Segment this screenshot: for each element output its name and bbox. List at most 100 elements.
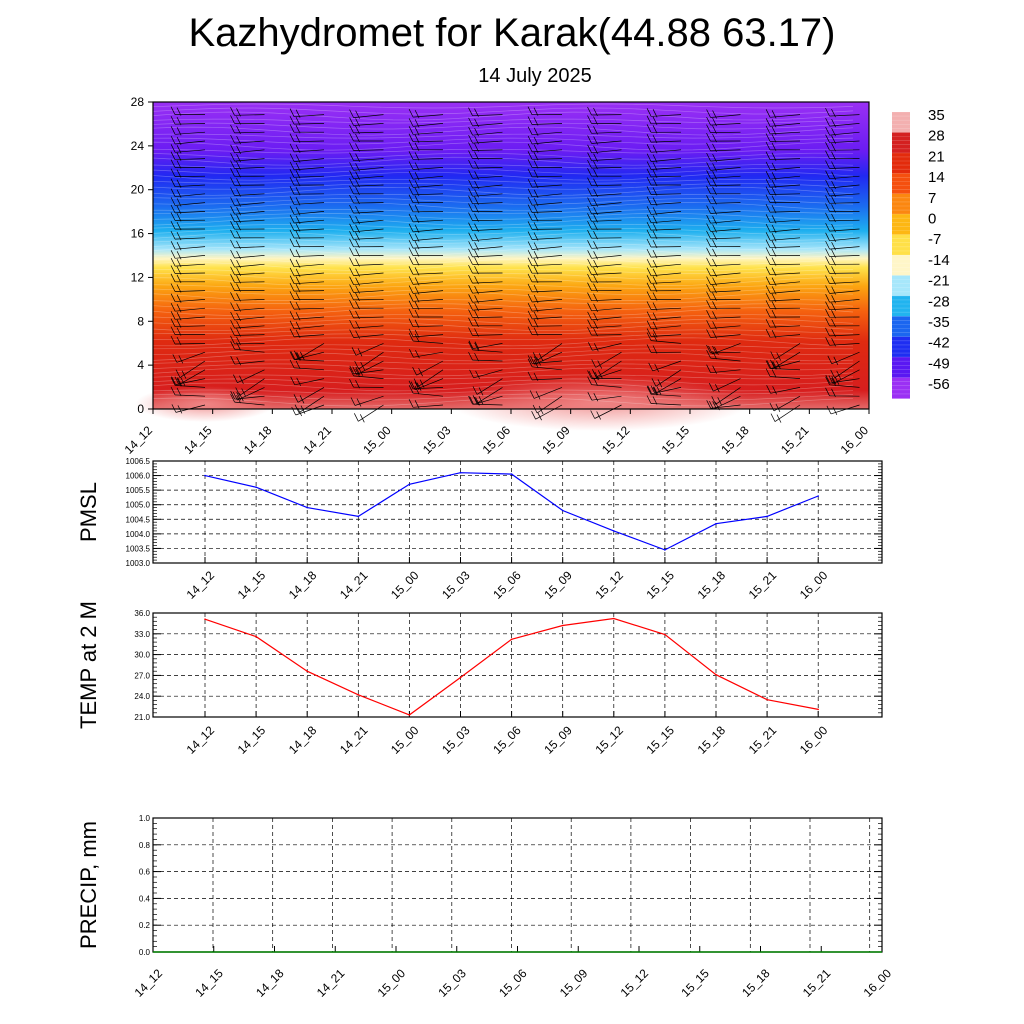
y-tick-label: 0.6 — [139, 868, 151, 877]
wind-barb-flag — [646, 332, 652, 341]
wind-barb-flag — [414, 333, 420, 343]
wind-barb-flag — [593, 178, 598, 187]
wind-barb-flag — [410, 381, 416, 390]
wind-barb — [591, 299, 622, 302]
wind-barb-flag — [831, 276, 836, 285]
x-tick-label: 15_00 — [375, 966, 409, 1000]
wind-barb-flag — [711, 396, 717, 405]
wind-barb-flag — [478, 396, 484, 405]
wind-barb — [412, 193, 444, 196]
temp-2m-point — [561, 624, 564, 627]
wind-barb-flag — [414, 319, 420, 328]
wind-barb — [651, 393, 682, 397]
wind-barb-flag — [706, 205, 711, 214]
wind-barb-flag — [593, 206, 598, 216]
temp-2m-point — [510, 638, 513, 641]
wind-barb-flag — [646, 395, 652, 404]
wind-barb-flag — [418, 368, 423, 377]
wind-barb-flag — [771, 110, 777, 119]
wind-barb-flag — [527, 106, 533, 115]
wind-barb-flag — [474, 108, 479, 117]
wind-barb-flag — [825, 294, 830, 303]
pmsl-point — [306, 506, 309, 509]
wind-barb-flag — [646, 267, 652, 276]
wind-barb-flag — [706, 329, 711, 338]
wind-barb-flag — [831, 108, 836, 118]
wind-barb — [531, 290, 563, 293]
wind-barb-flag — [469, 369, 474, 379]
wind-barb-flag — [289, 275, 295, 284]
wind-barb-flag — [235, 387, 241, 396]
wind-barb-flag — [170, 377, 176, 386]
wind-barb-flag — [295, 312, 301, 321]
pmsl-frame — [152, 460, 883, 564]
contour-line — [152, 201, 854, 211]
x-tick-label: 14_21 — [314, 966, 348, 1000]
colorbar-label: -14 — [928, 252, 950, 269]
wind-barb-flag — [176, 266, 182, 275]
wind-barb-flag — [533, 117, 539, 126]
wind-barb-flag — [538, 353, 544, 362]
wind-barb-flag — [652, 134, 658, 144]
wind-barb-flag — [771, 215, 777, 224]
wind-barb — [174, 123, 206, 125]
wind-barb-flag — [646, 221, 652, 231]
wind-barb-flag — [230, 221, 235, 230]
wind-barb-flag — [289, 320, 295, 329]
wind-barb-flag — [295, 207, 301, 216]
wind-barb-flag — [593, 327, 598, 337]
wind-barb-flag — [587, 220, 592, 230]
wind-barb-flag — [527, 302, 533, 312]
wind-barb-flag — [831, 241, 836, 251]
wind-barb-flag — [831, 196, 836, 205]
x-tick-label: 16_00 — [797, 723, 831, 757]
wind-barb-flag — [236, 320, 241, 330]
wind-barb — [650, 140, 682, 143]
wind-barb-flag — [646, 238, 652, 248]
wind-barb-flag — [349, 170, 354, 179]
wind-barb-flag — [530, 356, 535, 365]
wind-barb-flag — [408, 385, 414, 394]
wind-barb-flag — [355, 186, 360, 196]
wind-barb-flag — [593, 107, 598, 117]
wind-barb-flag — [170, 311, 176, 320]
wind-barb-flag — [355, 301, 360, 310]
wind-barb-flag — [765, 214, 771, 223]
wind-barb-flag — [590, 410, 596, 419]
wind-barb-flag — [355, 215, 360, 225]
wind-barb-flag — [652, 169, 658, 179]
wind-barb-flag — [771, 309, 777, 319]
wind-barb-flag — [239, 375, 244, 384]
wind-barb-flag — [355, 118, 360, 127]
temp-2m-point — [715, 673, 717, 676]
wind-barb-flag — [646, 214, 652, 223]
wind-barb-flag — [176, 205, 182, 215]
contour-line — [152, 122, 854, 130]
wind-barb-flag — [349, 300, 354, 309]
wind-barb-flag — [527, 221, 533, 230]
wind-barb-flag — [706, 230, 711, 240]
wind-barb-flag — [706, 300, 711, 309]
wind-barb-flag — [771, 240, 777, 249]
wind-barb-flag — [295, 187, 301, 196]
wind-barb — [591, 131, 622, 134]
contour-line — [152, 111, 854, 121]
wind-barb-flag — [825, 203, 830, 212]
wind-barb-flag — [474, 257, 479, 266]
y-tick-label: 8 — [137, 314, 144, 328]
wind-barb — [769, 158, 801, 161]
wind-barb-flag — [355, 268, 360, 277]
x-tick-label: 15_12 — [592, 568, 626, 602]
wind-barb-flag — [527, 241, 533, 250]
wind-barb-flag — [527, 178, 533, 188]
wind-barb-flag — [230, 177, 235, 186]
wind-barb-flag — [652, 292, 658, 301]
x-tick-label: 14_15 — [235, 723, 269, 757]
wind-barb-flag — [831, 328, 836, 338]
wind-barb-flag — [826, 405, 832, 415]
wind-barb-flag — [408, 186, 414, 196]
wind-barb-flag — [414, 134, 420, 143]
wind-barb-flag — [825, 187, 830, 197]
wind-barb-flag — [349, 152, 354, 161]
wind-barb-flag — [295, 321, 301, 330]
